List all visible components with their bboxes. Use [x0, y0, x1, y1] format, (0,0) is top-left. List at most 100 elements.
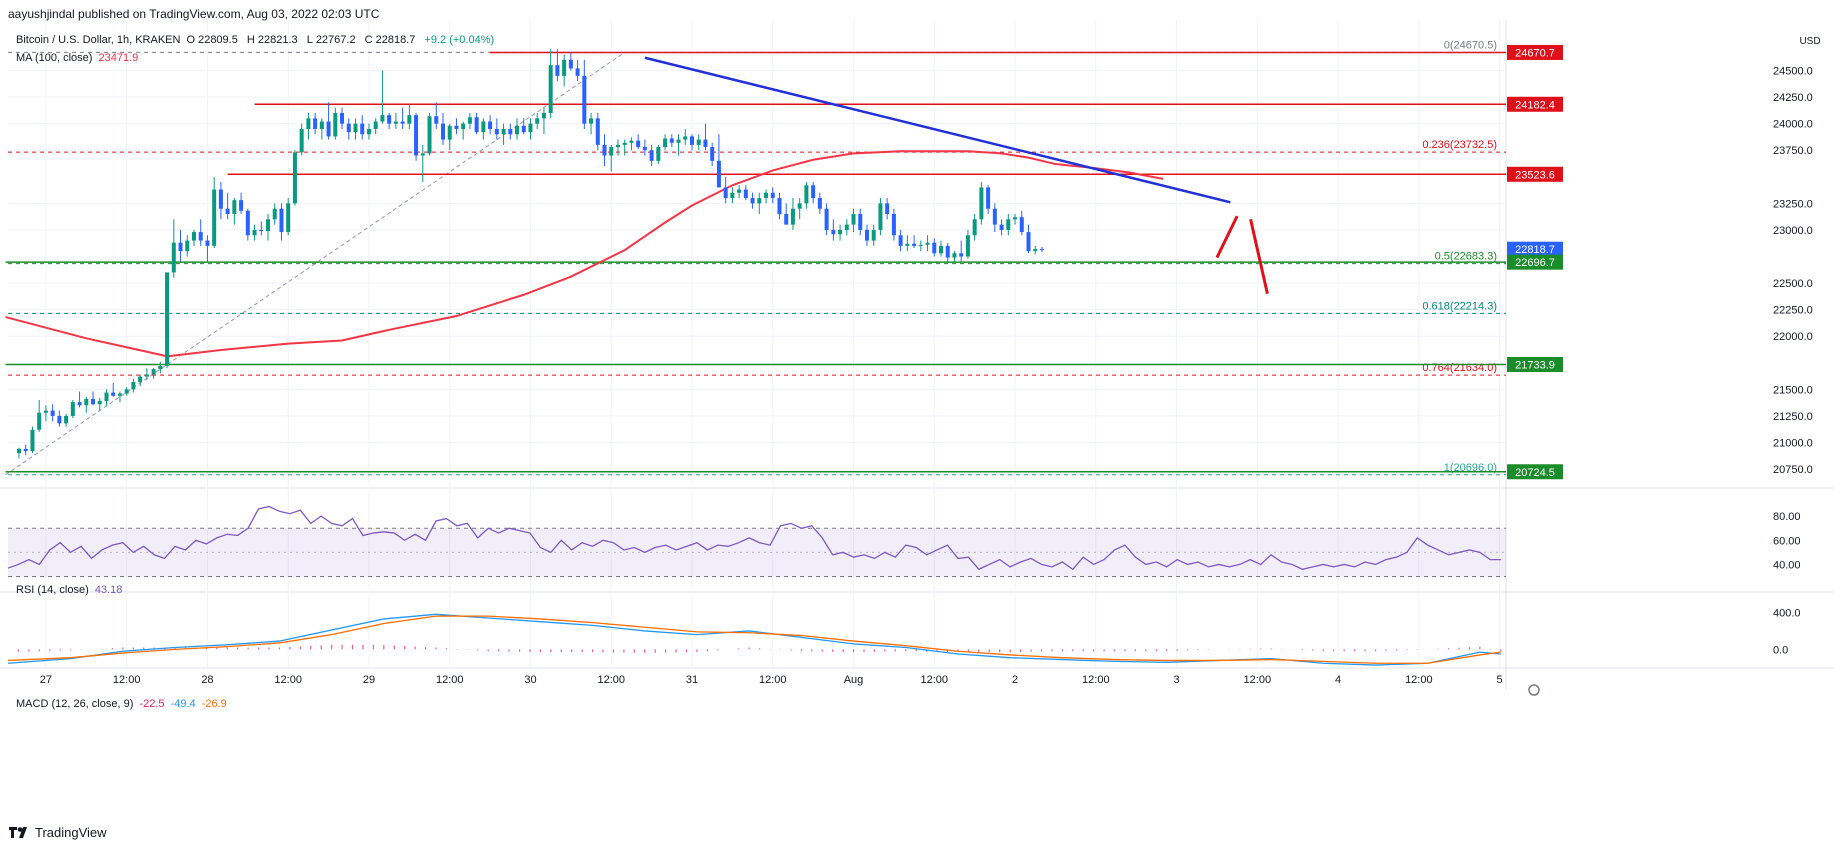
candle-body[interactable] [568, 59, 573, 69]
candle-body[interactable] [427, 116, 432, 154]
candle-body[interactable] [353, 123, 358, 133]
candle-body[interactable] [864, 229, 869, 241]
candle-body[interactable] [824, 208, 829, 230]
candle-body[interactable] [191, 232, 196, 241]
candle-body[interactable] [111, 392, 116, 396]
candle-body[interactable] [730, 192, 735, 199]
candle-body[interactable] [97, 401, 102, 405]
candle-body[interactable] [757, 198, 762, 204]
descending-trendline[interactable] [644, 56, 1231, 204]
candle-body[interactable] [23, 448, 28, 451]
candle-body[interactable] [615, 144, 620, 148]
candle-body[interactable] [333, 113, 338, 137]
price-axis-tag[interactable] [1507, 464, 1563, 480]
price-axis-tag[interactable] [1507, 44, 1563, 60]
candle-body[interactable] [407, 115, 412, 124]
candle-body[interactable] [50, 410, 55, 416]
candle-body[interactable] [440, 123, 445, 140]
candle-body[interactable] [1026, 232, 1031, 252]
candle-body[interactable] [366, 128, 371, 135]
candle-body[interactable] [501, 128, 506, 135]
candle-body[interactable] [562, 59, 567, 76]
candle-body[interactable] [696, 139, 701, 145]
candle-body[interactable] [777, 198, 782, 214]
candle-body[interactable] [30, 429, 35, 451]
candle-body[interactable] [858, 213, 863, 230]
rsi-line[interactable] [7, 505, 1501, 571]
candle-body[interactable] [292, 152, 297, 204]
candle-body[interactable] [885, 203, 890, 214]
candle-body[interactable] [144, 374, 149, 377]
candle-body[interactable] [286, 203, 291, 233]
macd-legend[interactable]: MACD (12, 26, close, 9) -22.5 -49.4 -26.… [16, 698, 230, 710]
candle-body[interactable] [266, 219, 271, 231]
candle-body[interactable] [474, 117, 479, 133]
candle-body[interactable] [360, 123, 365, 135]
candle-body[interactable] [575, 68, 580, 76]
candle-body[interactable] [750, 198, 755, 204]
candle-body[interactable] [770, 192, 775, 199]
candle-body[interactable] [205, 240, 210, 246]
candle-body[interactable] [811, 185, 816, 199]
candle-body[interactable] [649, 150, 654, 161]
candle-body[interactable] [77, 402, 82, 406]
projection-path[interactable] [1249, 218, 1269, 295]
candle-body[interactable] [838, 229, 843, 235]
candle-body[interactable] [851, 213, 856, 225]
candle-body[interactable] [743, 189, 748, 199]
candle-body[interactable] [373, 121, 378, 129]
settings-gear-icon[interactable] [1528, 684, 1540, 696]
candle-body[interactable] [131, 381, 136, 390]
candle-body[interactable] [70, 402, 75, 416]
candle-body[interactable] [683, 136, 688, 140]
candle-body[interactable] [797, 203, 802, 209]
candle-body[interactable] [1013, 217, 1018, 220]
candle-body[interactable] [84, 398, 89, 406]
candle-body[interactable] [434, 116, 439, 124]
candle-body[interactable] [939, 245, 944, 254]
candle-body[interactable] [259, 229, 264, 231]
candle-body[interactable] [1019, 217, 1024, 233]
candle-body[interactable] [104, 392, 109, 402]
candle-body[interactable] [1039, 249, 1044, 251]
candle-body[interactable] [925, 242, 930, 245]
candle-body[interactable] [521, 125, 526, 133]
candle-body[interactable] [555, 65, 560, 76]
candle-body[interactable] [64, 415, 69, 424]
price-axis-tag[interactable] [1507, 356, 1563, 372]
candle-body[interactable] [212, 189, 217, 246]
candle-body[interactable] [454, 125, 459, 129]
candle-body[interactable] [387, 115, 392, 124]
candle-body[interactable] [871, 229, 876, 241]
candle-body[interactable] [663, 138, 668, 148]
candle-body[interactable] [1006, 219, 1011, 230]
candle-body[interactable] [898, 235, 903, 246]
candle-body[interactable] [138, 376, 143, 382]
ma-line[interactable] [5, 150, 1164, 358]
candle-body[interactable] [252, 229, 257, 236]
candle-body[interactable] [1033, 249, 1038, 252]
candle-body[interactable] [245, 210, 250, 236]
candle-body[interactable] [676, 139, 681, 143]
candle-body[interactable] [239, 200, 244, 211]
candle-body[interactable] [461, 123, 466, 129]
price-axis-tag[interactable] [1507, 96, 1563, 112]
candle-body[interactable] [656, 147, 661, 161]
candle-body[interactable] [232, 200, 237, 214]
candle-body[interactable] [737, 189, 742, 193]
candle-body[interactable] [790, 208, 795, 225]
candle-body[interactable] [965, 235, 970, 257]
candle-body[interactable] [165, 272, 170, 366]
candle-body[interactable] [494, 128, 499, 135]
candle-body[interactable] [932, 242, 937, 254]
candle-body[interactable] [185, 240, 190, 252]
candle-body[interactable] [878, 203, 883, 230]
candle-body[interactable] [905, 243, 910, 246]
candle-body[interactable] [999, 224, 1004, 230]
candle-body[interactable] [178, 242, 183, 252]
candle-body[interactable] [918, 244, 923, 246]
candle-body[interactable] [481, 121, 486, 133]
candle-body[interactable] [346, 123, 351, 133]
candle-body[interactable] [488, 121, 493, 129]
candle-body[interactable] [393, 121, 398, 124]
